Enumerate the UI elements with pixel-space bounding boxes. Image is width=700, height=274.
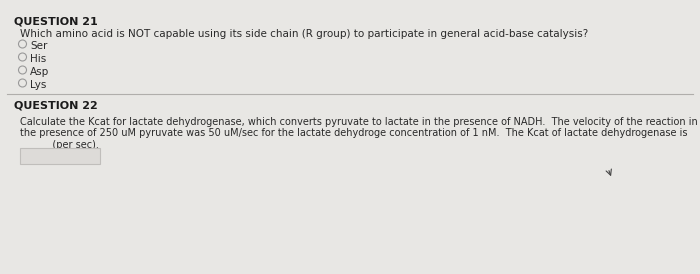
FancyBboxPatch shape <box>20 148 100 164</box>
Text: Which amino acid is NOT capable using its side chain (R group) to participate in: Which amino acid is NOT capable using it… <box>20 29 588 39</box>
Text: Ser: Ser <box>30 41 48 51</box>
Text: ______ (per sec).: ______ (per sec). <box>20 139 99 150</box>
Text: Asp: Asp <box>30 67 49 77</box>
Text: His: His <box>30 54 46 64</box>
Text: the presence of 250 uM pyruvate was 50 uM/sec for the lactate dehydroge concentr: the presence of 250 uM pyruvate was 50 u… <box>20 128 687 138</box>
Text: QUESTION 22: QUESTION 22 <box>14 101 98 111</box>
Text: Lys: Lys <box>30 80 46 90</box>
Text: QUESTION 21: QUESTION 21 <box>14 16 98 26</box>
Text: Calculate the Kcat for lactate dehydrogenase, which converts pyruvate to lactate: Calculate the Kcat for lactate dehydroge… <box>20 117 698 127</box>
